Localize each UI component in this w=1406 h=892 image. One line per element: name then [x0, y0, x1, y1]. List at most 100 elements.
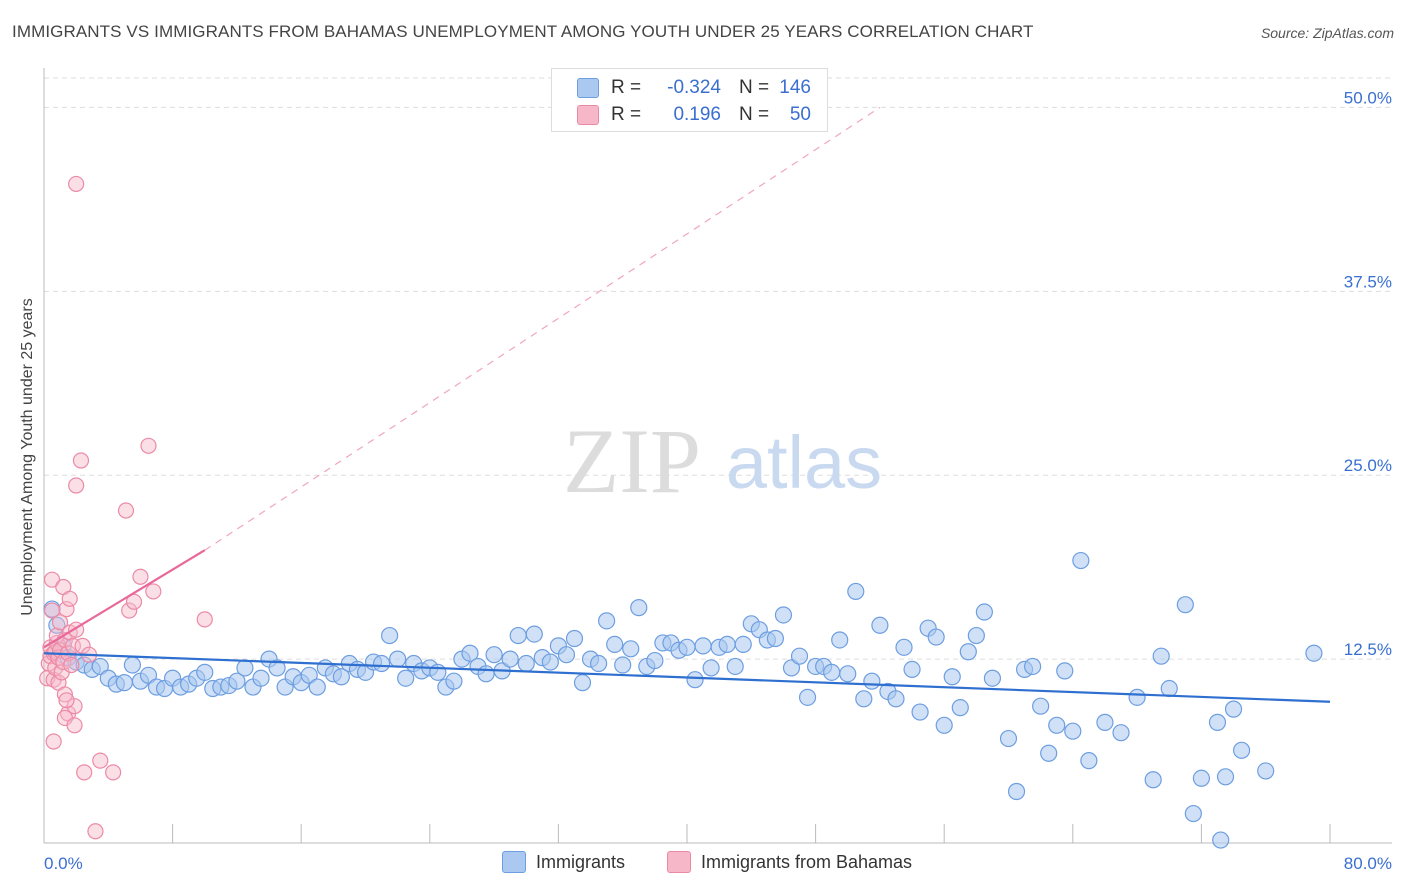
y-tick-label: 25.0%	[1344, 456, 1392, 475]
data-point-bahamas	[66, 698, 83, 715]
legend-r-value: -0.324	[667, 77, 721, 98]
data-point-immigrants	[967, 626, 985, 645]
data-point-immigrants	[461, 644, 479, 662]
x-tick-label: 0.0%	[44, 854, 83, 873]
data-point-immigrants	[686, 671, 704, 689]
data-point-immigrants	[598, 612, 616, 630]
data-point-bahamas	[58, 600, 75, 618]
data-point-immigrants	[477, 665, 495, 683]
data-point-immigrants	[1160, 679, 1178, 698]
data-point-immigrants	[485, 646, 503, 664]
bahamas-points	[39, 175, 213, 840]
data-point-immigrants	[308, 678, 326, 696]
tick-labels: 12.5% 25.0% 37.5% 50.0% 0.0% 80.0%	[44, 88, 1392, 873]
data-point-immigrants	[774, 606, 793, 624]
trend-line-bahamas-extended	[204, 106, 881, 551]
data-point-immigrants	[381, 626, 399, 645]
data-point-bahamas	[68, 175, 85, 193]
data-point-immigrants	[501, 650, 519, 668]
legend-swatch-pink	[577, 105, 599, 125]
legend-n-label: N =	[739, 104, 770, 125]
legend-row-bahamas: R = 0.196 N = 50	[577, 104, 811, 126]
data-point-immigrants	[1007, 782, 1026, 801]
legend-item-bahamas: Immigrants from Bahamas	[667, 851, 912, 873]
data-point-immigrants	[1024, 657, 1042, 676]
data-point-immigrants	[1176, 596, 1194, 614]
data-point-bahamas	[132, 568, 149, 585]
data-point-immigrants	[1072, 551, 1090, 570]
data-point-bahamas	[92, 752, 109, 769]
data-point-bahamas	[140, 437, 157, 454]
data-point-immigrants	[525, 625, 543, 643]
data-point-immigrants	[622, 640, 640, 658]
data-point-bahamas	[45, 733, 62, 750]
data-point-immigrants	[798, 688, 817, 706]
trend-line-bahamas	[43, 549, 206, 649]
legend-r-label: R =	[611, 104, 642, 125]
data-point-immigrants	[823, 663, 841, 681]
data-point-immigrants	[646, 651, 664, 670]
data-point-bahamas	[117, 502, 135, 519]
data-point-immigrants	[702, 659, 720, 677]
data-point-immigrants	[236, 659, 254, 677]
data-point-immigrants	[983, 669, 1002, 687]
data-point-immigrants	[678, 638, 696, 656]
data-point-bahamas	[68, 477, 85, 494]
data-point-immigrants	[766, 629, 785, 648]
data-point-bahamas	[76, 764, 93, 781]
data-point-immigrants	[951, 699, 969, 717]
x-tick-label: 80.0%	[1344, 854, 1392, 873]
data-point-immigrants	[887, 690, 905, 708]
data-point-immigrants	[196, 663, 214, 681]
data-point-immigrants	[831, 631, 849, 649]
data-point-immigrants	[509, 626, 527, 645]
data-point-bahamas	[66, 717, 83, 734]
legend-row-immigrants: R = -0.324 N = 146	[577, 77, 811, 99]
data-point-immigrants	[927, 628, 945, 646]
data-point-bahamas	[56, 686, 73, 703]
data-point-immigrants	[1112, 724, 1130, 742]
data-point-immigrants	[726, 657, 744, 676]
data-point-immigrants	[790, 647, 809, 665]
data-point-immigrants	[871, 616, 889, 634]
legend-label-immigrants: Immigrants	[536, 851, 626, 872]
data-point-immigrants	[943, 668, 961, 686]
data-point-immigrants	[1224, 700, 1243, 718]
data-point-immigrants	[589, 654, 608, 673]
data-point-bahamas	[87, 823, 104, 840]
data-point-immigrants	[332, 668, 350, 686]
immigrants-points	[43, 551, 1323, 849]
data-point-immigrants	[606, 635, 624, 653]
y-tick-label: 37.5%	[1344, 272, 1392, 291]
legend-r-label: R =	[611, 77, 642, 98]
data-point-immigrants	[43, 600, 61, 618]
gridlines	[44, 77, 1392, 660]
watermark-atlas: atlas	[726, 421, 882, 504]
data-point-immigrants	[517, 654, 535, 673]
data-point-immigrants	[1152, 647, 1170, 665]
data-point-immigrants	[935, 716, 953, 734]
data-point-immigrants	[1212, 831, 1230, 849]
data-point-bahamas	[121, 602, 138, 619]
data-point-bahamas	[72, 452, 90, 469]
data-point-bahamas	[196, 611, 213, 628]
data-point-immigrants	[139, 666, 158, 684]
data-point-immigrants	[557, 646, 576, 664]
legend-item-immigrants: Immigrants	[502, 851, 625, 873]
data-point-immigrants	[429, 663, 447, 681]
legend-n-value: 50	[789, 104, 811, 125]
y-tick-label: 50.0%	[1344, 88, 1392, 107]
legend-swatch-pink	[667, 851, 691, 873]
data-point-immigrants	[1208, 713, 1227, 731]
data-point-immigrants	[630, 599, 648, 617]
y-tick-label: 12.5%	[1344, 640, 1392, 659]
data-point-bahamas	[105, 764, 122, 781]
data-point-immigrants	[565, 629, 584, 648]
legend-n-label: N =	[739, 77, 770, 98]
legend-n-value: 146	[779, 77, 811, 98]
data-point-immigrants	[1184, 804, 1202, 823]
data-point-immigrants	[268, 659, 286, 677]
data-point-immigrants	[1257, 762, 1275, 780]
data-point-immigrants	[1032, 697, 1050, 715]
